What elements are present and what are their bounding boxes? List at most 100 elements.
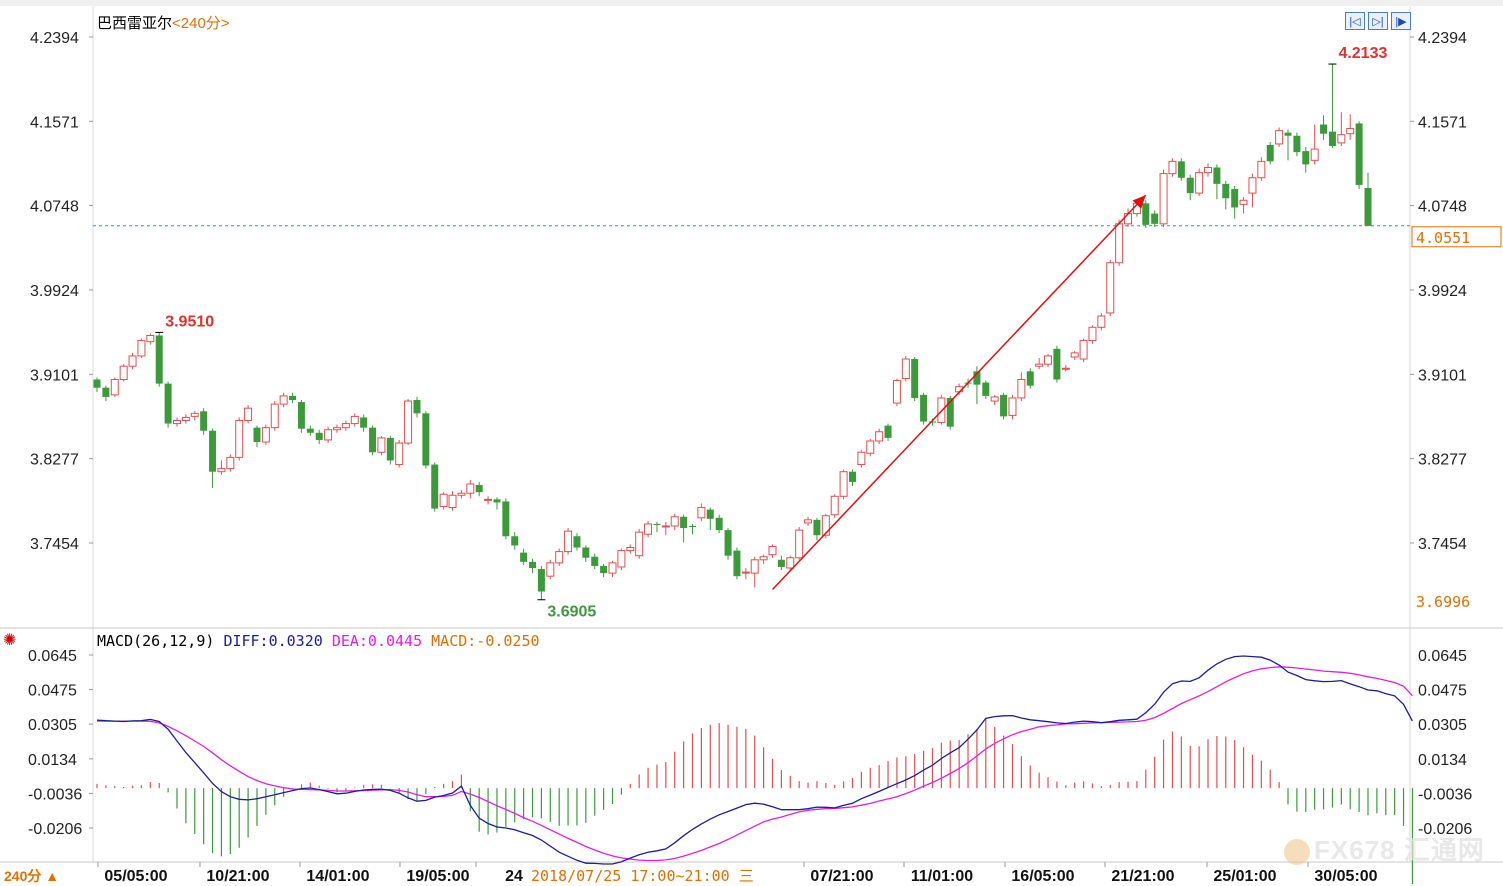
x-tick-label: 25/01:00: [1213, 868, 1276, 884]
macd-y-tick-label-right: 0.0134: [1418, 752, 1467, 769]
candle-body: [244, 407, 253, 421]
candle-body: [1008, 397, 1017, 416]
candle-body: [529, 561, 537, 568]
candle-body: [279, 395, 288, 405]
candle-body: [1310, 148, 1319, 161]
candle-body: [617, 550, 626, 568]
trend-arrow-head: [1132, 195, 1146, 209]
candle-body: [537, 569, 545, 592]
x-tick-label: 24: [505, 868, 523, 884]
candle-body: [457, 492, 466, 496]
candle-body: [306, 428, 314, 433]
candle-body: [715, 517, 723, 531]
candle-body: [137, 340, 146, 357]
candle-body: [1168, 160, 1177, 175]
candle-body: [511, 536, 519, 546]
candle-body: [1142, 203, 1150, 225]
candle-body: [200, 411, 208, 431]
candle-body: [990, 396, 999, 402]
macd-header: MACD(26,12,9) DIFF:0.0320 DEA:0.0445 MAC…: [97, 632, 540, 650]
candle-body: [439, 493, 448, 508]
y-tick-label-right: 3.9101: [1418, 367, 1467, 384]
candle-body: [253, 427, 261, 443]
period-selector-button[interactable]: 240分 ▲: [4, 868, 60, 884]
step-icon[interactable]: |▶: [1391, 12, 1411, 30]
dea-value: DEA:0.0445: [331, 632, 423, 650]
macd-y-tick-label-left: -0.0036: [28, 786, 82, 803]
candle-body: [1293, 135, 1301, 153]
diff-value: DIFF:0.0320: [223, 632, 323, 650]
zoom-out-icon[interactable]: |◁: [1345, 12, 1365, 30]
candle-body: [1284, 132, 1292, 136]
candle-body: [128, 355, 137, 367]
top-strip: [0, 0, 1503, 6]
candle-body: [768, 545, 777, 556]
y-tick-label-right: 4.0748: [1418, 199, 1467, 216]
period-label[interactable]: <240分>: [172, 15, 230, 32]
candle-body: [484, 498, 493, 501]
candle-body: [1257, 160, 1266, 179]
y-tick-label-right: 4.2394: [1418, 30, 1467, 47]
x-tick-label: 07/21:00: [810, 868, 873, 884]
candle-body: [1355, 123, 1363, 185]
macd-title: MACD(26,12,9): [97, 632, 215, 650]
candle-body: [422, 413, 430, 466]
macd-layer: [96, 655, 1414, 884]
candle-body: [261, 427, 270, 443]
dea-line: [97, 666, 1413, 862]
y-tick-label-left: 4.0748: [30, 199, 79, 216]
candle-body: [591, 556, 599, 566]
candle-body: [928, 421, 936, 423]
candle-body: [982, 382, 990, 396]
candle-body: [724, 530, 732, 556]
candle-body: [1213, 167, 1221, 184]
candle-body: [413, 400, 421, 414]
x-tick-label: 10/21:00: [206, 868, 269, 884]
x-tick-label: 05/05:00: [104, 868, 167, 884]
candle-body: [217, 468, 226, 473]
mid-high-annotation: 3.9510: [165, 313, 214, 330]
candle-body: [172, 419, 181, 425]
candle-body: [475, 485, 483, 493]
candle-body: [582, 547, 590, 558]
candle-body: [1070, 352, 1079, 358]
candle-body: [741, 571, 750, 574]
x-tick-label: 11/01:00: [911, 868, 973, 884]
candle-body: [289, 395, 297, 401]
candle-body: [395, 442, 404, 466]
symbol-name: 巴西雷亚尔: [97, 15, 173, 32]
candle-body: [733, 550, 741, 577]
candle-body: [1088, 326, 1097, 342]
candle-body: [431, 464, 439, 509]
candle-body: [973, 371, 981, 385]
candle-body: [1159, 173, 1168, 225]
macd-y-tick-label-right: 0.0305: [1418, 717, 1467, 734]
candle-body: [1239, 199, 1248, 205]
candle-body: [315, 432, 323, 440]
candle-body: [1000, 394, 1008, 417]
macd-y-tick-label-right: 0.0645: [1418, 648, 1467, 665]
candle-body: [830, 495, 839, 516]
candle-body: [1186, 177, 1194, 194]
candle-body: [209, 430, 217, 472]
candle-body: [1053, 348, 1061, 380]
play-icon[interactable]: ▷|: [1368, 12, 1388, 30]
candle-body: [821, 515, 830, 536]
candle-body: [750, 559, 759, 574]
candle-body: [661, 525, 670, 528]
indicator-settings-icon[interactable]: ✺: [3, 632, 17, 649]
candle-body: [350, 415, 359, 425]
candle-body: [573, 536, 581, 548]
candle-body: [786, 557, 795, 569]
candle-body: [369, 427, 377, 453]
macd-y-tick-label-right: -0.0036: [1418, 786, 1472, 803]
candle-body: [689, 525, 697, 528]
candle-body: [1231, 189, 1239, 208]
macd-y-tick-label-left: -0.0206: [28, 821, 82, 838]
candle-body: [759, 556, 768, 561]
macd-y-tick-label-left: 0.0134: [28, 752, 77, 769]
axis-low-label: 3.6996: [1416, 593, 1470, 611]
candle-body: [1017, 379, 1026, 399]
